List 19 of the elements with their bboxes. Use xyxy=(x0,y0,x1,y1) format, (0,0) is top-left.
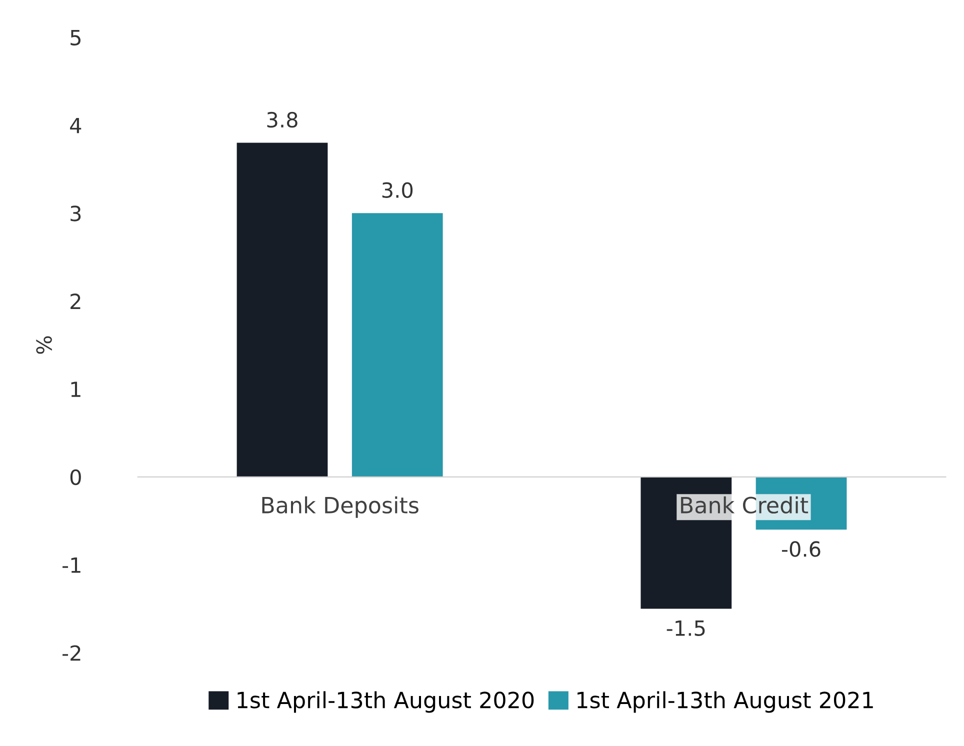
y-tick-label: -1 xyxy=(62,558,80,573)
data-label: 3.8 xyxy=(267,112,298,128)
legend-label: 1st April-13th August 2021 xyxy=(578,691,873,713)
x-tick-label: Bank Deposits xyxy=(262,496,418,518)
data-label: 3.0 xyxy=(382,182,413,198)
data-label: -0.6 xyxy=(782,541,820,557)
x-tick-label: Bank Credit xyxy=(681,496,808,514)
y-tick-label: 1 xyxy=(71,382,80,397)
y-tick-label: 0 xyxy=(70,469,81,486)
y-tick-label: 4 xyxy=(70,118,82,134)
y-tick-label: 2 xyxy=(70,294,80,309)
data-label: -1.5 xyxy=(666,620,705,636)
legend-label: 1st April-13th August 2020 xyxy=(238,691,534,713)
bar xyxy=(352,213,443,477)
y-tick-label: 3 xyxy=(70,206,81,222)
y-tick-label: 5 xyxy=(70,30,80,46)
bar xyxy=(236,142,328,477)
y-tick-label: -2 xyxy=(62,645,80,661)
y-axis-title: % xyxy=(36,336,52,354)
